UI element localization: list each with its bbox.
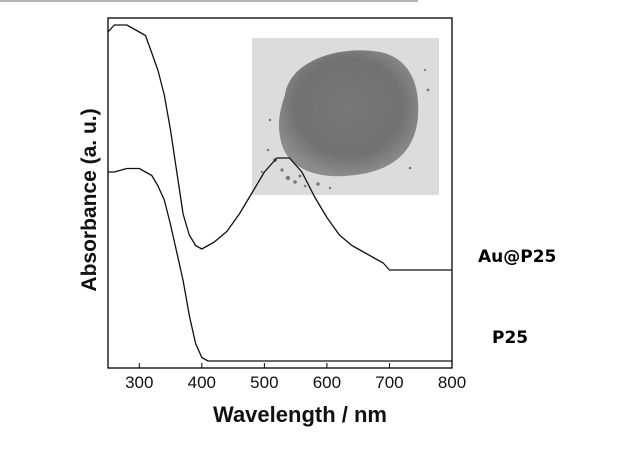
powder-inset-photo [252, 38, 439, 195]
series-line-p25 [108, 169, 452, 362]
x-axis-title: Wavelength / nm [213, 402, 387, 427]
series-label-au-p25: Au@P25 [478, 247, 556, 267]
x-tick-label-700: 700 [375, 373, 403, 392]
x-tick-label-600: 600 [313, 373, 341, 392]
x-tick-label-400: 400 [188, 373, 216, 392]
x-tick-label-800: 800 [438, 373, 466, 392]
series-label-p25: P25 [492, 328, 528, 348]
x-tick-label-500: 500 [250, 373, 278, 392]
x-tick-label-300: 300 [125, 373, 153, 392]
y-axis-title: Absorbance (a. u.) [78, 108, 101, 291]
absorbance-chart: 300 400 500 600 700 800 Wavelength / nm Absor… [0, 0, 640, 465]
